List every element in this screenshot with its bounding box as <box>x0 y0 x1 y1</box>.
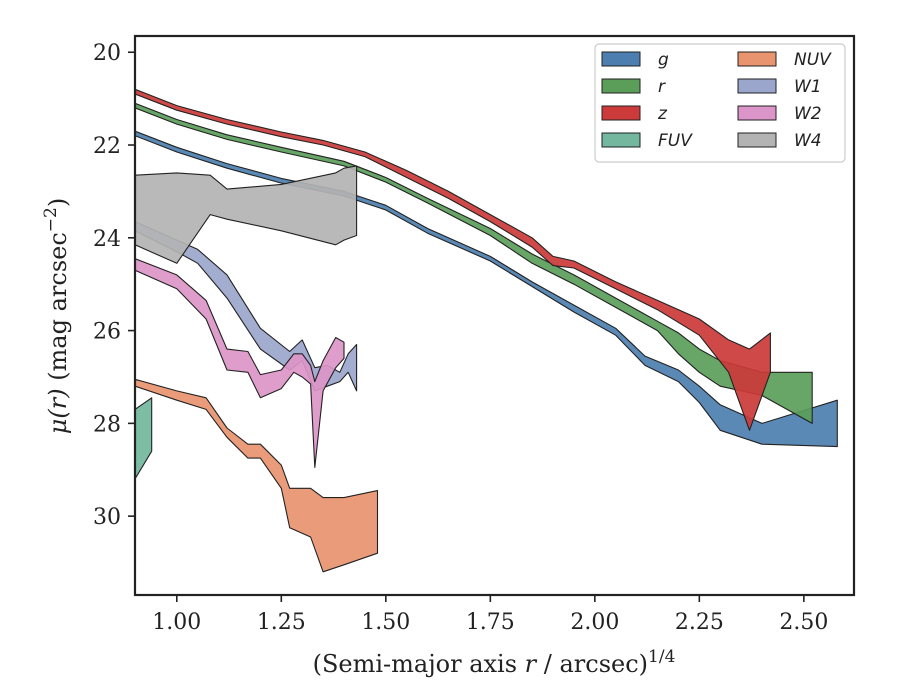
y-tick-label: 26 <box>93 320 121 345</box>
legend-swatch-z <box>601 105 641 121</box>
legend-label-nuv: NUV <box>794 50 832 70</box>
x-axis-title: (Semi-major axis r / arcsec)1/4 <box>313 647 676 678</box>
legend-label-r: r <box>658 77 666 97</box>
legend-label-w1: W1 <box>794 77 822 97</box>
series-bands <box>135 88 838 573</box>
legend-swatch-w4 <box>737 132 777 148</box>
legend-swatch-w2 <box>737 105 777 121</box>
legend-swatch-fuv <box>601 132 641 148</box>
legend-box <box>594 43 846 163</box>
axis-ticks: 1.00 1.25 1.50 1.75 2.00 2.25 2.50 20 22 24 26 28 30 <box>93 41 828 635</box>
x-tick-label: 2.00 <box>570 610 619 635</box>
y-tick-label: 28 <box>93 412 121 437</box>
legend-label-w4: W4 <box>794 131 822 151</box>
legend-swatch-w1 <box>737 78 777 94</box>
legend: grz FUV NUV W1 W2 W4 <box>594 43 846 163</box>
legend-label-z: z <box>657 104 668 124</box>
band-w4 <box>135 165 358 264</box>
x-tick-label: 1.00 <box>152 610 201 635</box>
legend-label-fuv: FUV <box>658 131 693 151</box>
band-w1 <box>135 221 358 392</box>
x-tick-label: 1.25 <box>257 610 306 635</box>
band-w2 <box>135 258 345 468</box>
y-axis-title: μ(r) (mag arcsec−2) <box>41 198 72 434</box>
legend-swatch-g <box>601 51 641 67</box>
y-tick-label: 24 <box>93 227 121 252</box>
legend-swatch-nuv <box>737 51 777 67</box>
y-tick-label: 20 <box>93 41 121 66</box>
y-tick-label: 30 <box>93 505 121 530</box>
band-nuv <box>135 378 379 573</box>
x-tick-label: 2.50 <box>779 610 828 635</box>
band-g <box>135 130 838 448</box>
y-tick-label: 22 <box>93 134 121 159</box>
x-tick-label: 1.50 <box>361 610 410 635</box>
x-tick-label: 1.75 <box>466 610 515 635</box>
plot-frame <box>133 34 856 597</box>
legend-label-g: g <box>658 50 669 70</box>
legend-label-w2: W2 <box>794 104 822 124</box>
band-z <box>135 88 771 431</box>
legend-swatch-r <box>601 78 641 94</box>
band-fuv <box>135 397 153 480</box>
x-tick-label: 2.25 <box>675 610 724 635</box>
